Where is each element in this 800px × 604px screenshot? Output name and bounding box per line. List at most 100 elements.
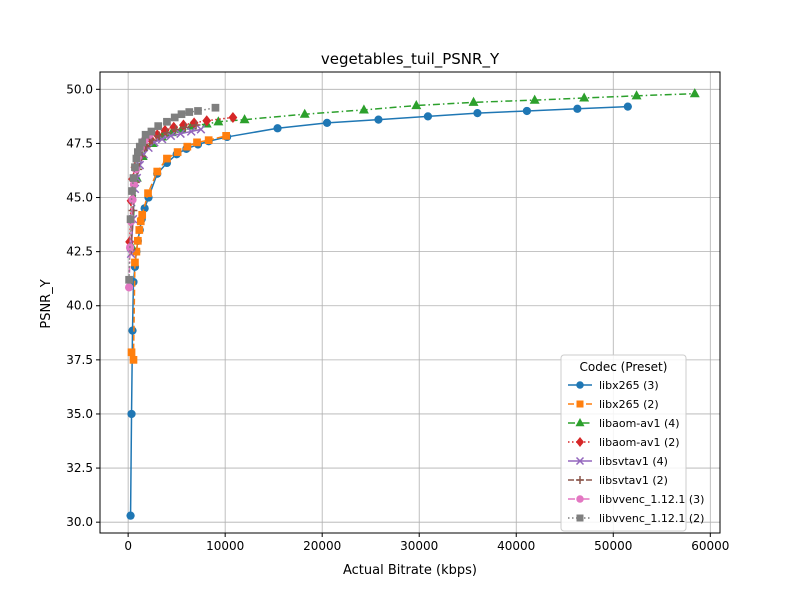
legend-label: libsvtav1 (2)	[599, 474, 668, 487]
data-point	[127, 409, 136, 419]
data-point	[576, 381, 584, 389]
legend-entry: libvvenc_1.12.1 (2)	[568, 512, 704, 525]
data-point	[133, 148, 142, 156]
y-tick-label: 35.0	[66, 407, 93, 421]
data-point	[211, 103, 220, 112]
data-point	[128, 326, 137, 335]
legend-title: Codec (Preset)	[580, 360, 668, 374]
x-tick-label: 60000	[691, 539, 729, 553]
data-point	[126, 215, 135, 224]
data-point	[128, 195, 137, 204]
data-point	[522, 106, 532, 116]
data-point	[162, 128, 172, 138]
data-point	[202, 115, 212, 127]
data-point	[127, 348, 136, 357]
legend-entry: libx265 (3)	[568, 379, 659, 392]
data-point	[133, 236, 142, 245]
data-point	[154, 131, 164, 141]
legend-entry: libaom-av1 (2)	[568, 436, 680, 449]
data-point	[131, 163, 139, 172]
data-point	[194, 107, 202, 115]
series-1	[127, 131, 230, 364]
data-point	[358, 104, 369, 114]
series-line	[130, 135, 227, 361]
data-point	[204, 136, 213, 145]
legend-entry: libsvtav1 (4)	[568, 455, 668, 468]
data-point	[185, 108, 194, 116]
data-point	[576, 476, 584, 484]
y-axis-label: PSNR_Y	[39, 279, 54, 328]
data-point	[144, 189, 152, 198]
legend-label: libvvenc_1.12.1 (2)	[599, 512, 704, 525]
y-tick-label: 47.5	[66, 136, 93, 150]
y-tick-label: 42.5	[66, 245, 93, 259]
data-point	[163, 154, 171, 163]
x-tick-label: 20000	[303, 539, 341, 553]
data-point	[153, 167, 162, 176]
data-point	[140, 204, 149, 213]
legend-label: libsvtav1 (4)	[599, 455, 668, 468]
data-point	[322, 118, 332, 127]
data-point	[131, 258, 139, 267]
data-point	[170, 113, 179, 122]
data-point	[623, 102, 632, 111]
plot-frame	[99, 71, 721, 534]
data-point	[579, 92, 590, 102]
x-tick-label: 0	[124, 539, 132, 553]
data-point	[125, 275, 133, 284]
data-point	[126, 511, 135, 520]
data-point	[171, 124, 181, 134]
data-point	[183, 142, 192, 151]
series-line	[130, 124, 197, 250]
x-tick-label: 50000	[594, 539, 632, 553]
data-point	[132, 154, 141, 163]
data-point	[576, 514, 584, 522]
data-point	[299, 108, 310, 118]
data-point	[411, 100, 422, 110]
y-tick-label: 32.5	[66, 461, 93, 475]
x-tick-label: 40000	[497, 539, 535, 553]
y-tick-label: 30.0	[66, 515, 93, 529]
data-point	[473, 108, 482, 118]
axis-ticks: 0 10000 20000 30000 40000 50000 60000 30.0 32.5 3…	[66, 82, 729, 553]
data-point	[124, 283, 134, 292]
data-point	[576, 437, 584, 447]
legend-entry: libsvtav1 (2)	[568, 474, 668, 487]
legend-label: libaom-av1 (2)	[599, 436, 680, 449]
y-tick-label: 40.0	[66, 299, 93, 313]
data-point	[575, 456, 585, 466]
data-point	[213, 116, 224, 126]
data-point	[374, 115, 383, 124]
data-point	[573, 104, 582, 113]
legend-entry: libvvenc_1.12.1 (3)	[568, 493, 704, 506]
legend-entry: libx265 (2)	[568, 398, 659, 411]
data-point	[154, 122, 163, 130]
data-point	[689, 88, 700, 98]
data-point	[193, 138, 201, 147]
data-point	[173, 148, 182, 156]
chart-title: vegetables_tuil_PSNR_Y	[321, 50, 500, 69]
data-point	[177, 110, 186, 119]
data-point	[631, 90, 642, 100]
data-point	[576, 495, 584, 503]
legend: Codec (Preset) libx265 (3) libx265 (2) liba…	[560, 354, 704, 532]
data-point	[186, 127, 196, 136]
data-point	[163, 117, 171, 126]
legend-box	[560, 354, 687, 532]
data-point	[135, 226, 144, 234]
data-point	[147, 127, 156, 136]
data-point	[138, 210, 147, 219]
data-point	[575, 418, 585, 427]
series-7	[125, 103, 220, 284]
data-point	[138, 138, 147, 147]
series-layer	[124, 88, 700, 520]
x-tick-label: 30000	[400, 539, 438, 553]
y-tick-label: 45.0	[66, 191, 93, 205]
data-point	[141, 130, 150, 139]
data-point	[576, 400, 584, 408]
data-point	[239, 114, 250, 124]
legend-label: libx265 (3)	[599, 379, 659, 392]
data-point	[132, 247, 141, 256]
x-axis-label: Actual Bitrate (kbps)	[343, 563, 477, 578]
